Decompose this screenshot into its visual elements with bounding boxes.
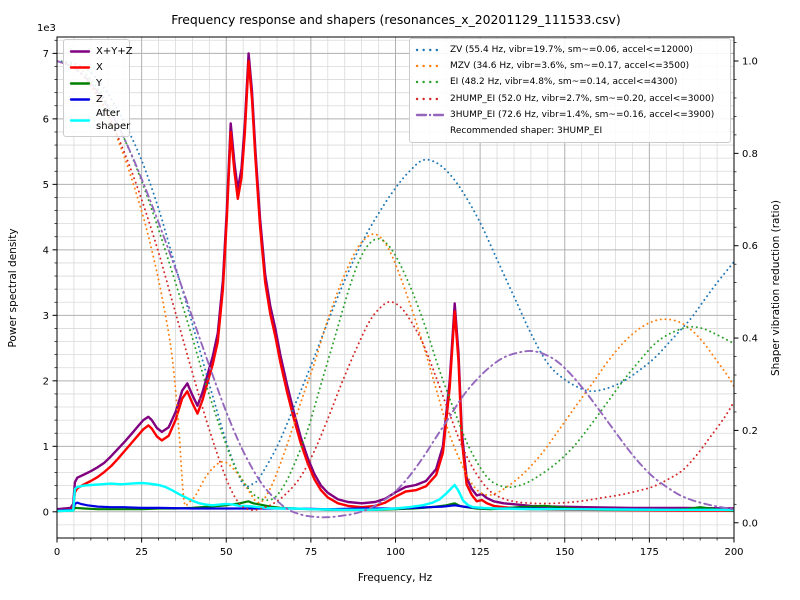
legend-line-swatch-dotted — [415, 97, 445, 100]
y-right-tick-label: 0.8 — [742, 149, 758, 160]
legend-item-2hump_ei: 2HUMP_EI (52.0 Hz, vibr=2.7%, sm~=0.20, … — [415, 91, 725, 107]
x-axis-label: Frequency, Hz — [358, 572, 433, 584]
legend-item-z: Z — [69, 91, 124, 107]
y-left-tick-label: 7 — [43, 49, 49, 60]
legend-item-zv: ZV (55.4 Hz, vibr=19.7%, sm~=0.06, accel… — [415, 42, 725, 58]
y-left-tick-label: 4 — [43, 245, 49, 256]
recommended-shaper-text: Recommended shaper: 3HUMP_EI — [450, 126, 603, 137]
shaper-curve-mzv — [57, 60, 734, 507]
x-tick-label: 0 — [54, 547, 60, 558]
data-curves — [57, 52, 734, 519]
y-right-tick-label: 0.4 — [742, 334, 758, 345]
legend-line-swatch-solid — [69, 65, 91, 69]
y-left-tick-label: 3 — [43, 311, 49, 322]
legend-label: ZV (55.4 Hz, vibr=19.7%, sm~=0.06, accel… — [450, 45, 693, 56]
legend-line-swatch-solid — [69, 97, 91, 101]
legend-item-y: Y — [69, 75, 124, 91]
legend-label: 3HUMP_EI (72.6 Hz, vibr=1.4%, sm~=0.16, … — [450, 109, 715, 120]
y-left-tick-label: 6 — [43, 114, 49, 125]
y-axis-right-label: Shaper vibration reduction (ratio) — [770, 200, 782, 376]
y-left-tick-label: 0 — [43, 507, 49, 518]
axis-tick-labels: 0 25 50 75 100 125 150 175 200 0 1 2 3 4 5 6 7 0.0 0.2 0.4 0… — [43, 49, 758, 558]
legend-line-swatch-dotted — [415, 65, 445, 68]
legend-item-x-y-z: X+Y+Z — [69, 43, 133, 59]
legend-label: EI (48.2 Hz, vibr=4.8%, sm~=0.14, accel<… — [450, 77, 678, 88]
y-left-tick-label: 5 — [43, 180, 49, 191]
psd-curve-x — [57, 60, 734, 512]
legend-psd-curves: X+Y+Z X Y Z After shaper — [63, 39, 133, 137]
y-right-tick-label: 0.2 — [742, 426, 758, 437]
psd-curve-after-shaper — [57, 481, 734, 513]
y-right-tick-label: 0.6 — [742, 241, 758, 252]
x-tick-label: 50 — [220, 547, 233, 558]
x-tick-label: 200 — [724, 547, 743, 558]
legend-label: Y — [96, 77, 103, 89]
x-tick-label: 125 — [471, 547, 490, 558]
legend-label: MZV (34.6 Hz, vibr=3.6%, sm~=0.17, accel… — [450, 61, 690, 72]
x-tick-label: 175 — [640, 547, 659, 558]
legend-label: X+Y+Z — [96, 45, 133, 57]
legend-item-x: X — [69, 59, 124, 75]
y-right-tick-label: 1.0 — [742, 57, 758, 68]
axis-ticks — [52, 39, 739, 543]
x-tick-label: 100 — [386, 547, 405, 558]
legend-item-after-shaper: After shaper — [69, 107, 130, 133]
legend-item-mzv: MZV (34.6 Hz, vibr=3.6%, sm~=0.17, accel… — [415, 58, 725, 74]
chart-title: Frequency response and shapers (resonanc… — [171, 12, 620, 27]
legend-label: Z — [96, 93, 103, 105]
x-tick-label: 150 — [555, 547, 574, 558]
legend-line-swatch-solid — [69, 118, 91, 122]
shaper-curve-3hump_ei — [57, 60, 734, 519]
legend-label: 2HUMP_EI (52.0 Hz, vibr=2.7%, sm~=0.20, … — [450, 93, 715, 104]
x-tick-label: 25 — [135, 547, 148, 558]
grid-minor-lines — [57, 37, 734, 539]
legend-item-3hump_ei: 3HUMP_EI (72.6 Hz, vibr=1.4%, sm~=0.16, … — [415, 107, 725, 123]
y-axis-left-label: Power spectral density — [7, 228, 19, 347]
x-tick-label: 75 — [305, 547, 318, 558]
legend-line-swatch-dotted — [415, 48, 445, 52]
legend-line-swatch-solid — [69, 49, 91, 53]
legend-line-swatch-dotted — [415, 81, 445, 84]
y-left-tick-label: 2 — [43, 376, 49, 387]
legend-item-ei: EI (48.2 Hz, vibr=4.8%, sm~=0.14, accel<… — [415, 74, 725, 90]
shaper-curve-ei — [57, 60, 734, 502]
legend-line-swatch-dashdot — [415, 113, 445, 117]
legend-line-swatch-solid — [69, 81, 91, 85]
legend-label: X — [96, 61, 103, 73]
legend-recommended-note: Recommended shaper: 3HUMP_EI — [415, 123, 725, 139]
y-left-tick-label: 1 — [43, 442, 49, 453]
legend-label: After shaper — [96, 108, 131, 132]
shaper-curve-2hump_ei — [57, 60, 734, 512]
legend-shapers: ZV (55.4 Hz, vibr=19.7%, sm~=0.06, accel… — [409, 38, 731, 144]
y-right-tick-label: 0.0 — [742, 518, 758, 529]
y-axis-offset-label: 1e3 — [37, 23, 56, 34]
